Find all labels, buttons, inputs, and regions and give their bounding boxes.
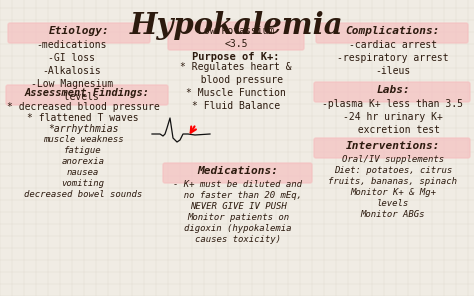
Text: Oral/IV supplements: Oral/IV supplements <box>342 155 444 164</box>
Text: - K+ must be diluted and: - K+ must be diluted and <box>173 180 302 189</box>
Text: * flattened T waves: * flattened T waves <box>27 113 139 123</box>
Text: levels: levels <box>377 199 409 208</box>
Text: nausea: nausea <box>67 168 99 177</box>
Text: -plasma K+ less than 3.5: -plasma K+ less than 3.5 <box>322 99 464 109</box>
Text: muscle weakness: muscle weakness <box>43 135 123 144</box>
Text: *arrhythmias: *arrhythmias <box>48 124 118 134</box>
Text: -medications: -medications <box>37 40 107 50</box>
Text: * Regulates heart &: * Regulates heart & <box>180 62 292 72</box>
Text: Labs:: Labs: <box>376 85 410 95</box>
Text: excretion test: excretion test <box>346 125 440 135</box>
Text: -24 hr urinary K+: -24 hr urinary K+ <box>343 112 443 122</box>
Text: blood pressure: blood pressure <box>189 75 283 85</box>
FancyBboxPatch shape <box>163 163 312 183</box>
Text: -cardiac arrest: -cardiac arrest <box>349 40 437 50</box>
Text: * decreased blood pressure: * decreased blood pressure <box>7 102 159 112</box>
Text: fruits, bananas, spinach: fruits, bananas, spinach <box>328 177 457 186</box>
Text: Interventions:: Interventions: <box>346 141 440 151</box>
Text: Hypokalemia: Hypokalemia <box>130 11 344 40</box>
Text: Medications:: Medications: <box>198 166 279 176</box>
FancyBboxPatch shape <box>8 23 150 43</box>
Text: Etiology:: Etiology: <box>49 26 109 36</box>
Text: Monitor K+ & Mg+: Monitor K+ & Mg+ <box>350 188 436 197</box>
Text: decreased bowel sounds: decreased bowel sounds <box>24 190 142 199</box>
FancyBboxPatch shape <box>314 82 470 102</box>
Text: causes toxicity): causes toxicity) <box>195 235 281 244</box>
Text: vomiting: vomiting <box>62 179 104 188</box>
Text: -Alkalosis: -Alkalosis <box>43 66 101 76</box>
Text: Purpose of K+:: Purpose of K+: <box>192 52 280 62</box>
Text: -GI loss: -GI loss <box>48 53 95 63</box>
Text: Monitor ABGs: Monitor ABGs <box>361 210 425 219</box>
Text: digoxin (hypokalemia: digoxin (hypokalemia <box>184 224 292 233</box>
Text: levels: levels <box>46 92 99 102</box>
FancyBboxPatch shape <box>6 85 168 105</box>
Text: Diet: potatoes, citrus: Diet: potatoes, citrus <box>334 166 452 175</box>
Text: -Low Magnesium: -Low Magnesium <box>31 79 113 89</box>
Text: no faster than 20 mEq,: no faster than 20 mEq, <box>173 191 302 200</box>
Text: NEVER GIVE IV PUSH: NEVER GIVE IV PUSH <box>190 202 286 211</box>
Text: Monitor patients on: Monitor patients on <box>187 213 289 222</box>
Text: * Muscle Function: * Muscle Function <box>186 88 286 98</box>
Text: Complications:: Complications: <box>346 26 440 36</box>
Text: anorexia: anorexia <box>62 157 104 166</box>
Text: -respiratory arrest: -respiratory arrest <box>337 53 449 63</box>
FancyBboxPatch shape <box>168 22 304 50</box>
FancyBboxPatch shape <box>314 138 470 158</box>
Text: Assessment Findings:: Assessment Findings: <box>25 88 149 98</box>
Text: * Fluid Balance: * Fluid Balance <box>192 101 280 111</box>
Text: Low Potassium
<3.5: Low Potassium <3.5 <box>198 26 274 49</box>
Text: -ileus: -ileus <box>375 66 410 76</box>
FancyBboxPatch shape <box>316 23 468 43</box>
Text: fatigue: fatigue <box>64 146 102 155</box>
